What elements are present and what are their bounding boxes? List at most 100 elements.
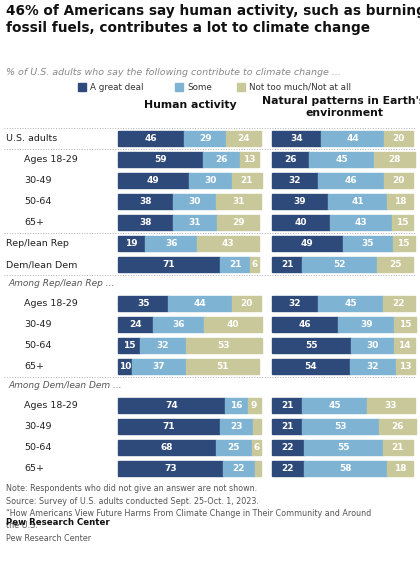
- Bar: [272, 461, 304, 476]
- Text: 22: 22: [281, 443, 294, 452]
- Text: 41: 41: [352, 197, 364, 206]
- Text: 44: 44: [346, 134, 359, 143]
- Bar: [118, 215, 173, 230]
- Bar: [118, 440, 216, 455]
- Bar: [272, 173, 318, 188]
- Text: 65+: 65+: [24, 464, 44, 473]
- Bar: [393, 236, 415, 251]
- Bar: [203, 152, 240, 167]
- Text: 59: 59: [154, 155, 167, 164]
- Bar: [387, 194, 413, 209]
- Text: 16: 16: [230, 401, 242, 410]
- Bar: [378, 419, 416, 434]
- Text: 73: 73: [164, 464, 177, 473]
- Text: 24: 24: [129, 320, 142, 329]
- Text: 22: 22: [233, 464, 245, 473]
- Bar: [272, 194, 328, 209]
- Text: 54: 54: [304, 362, 317, 371]
- Text: 30-49: 30-49: [24, 320, 52, 329]
- Bar: [216, 194, 260, 209]
- Bar: [351, 338, 394, 353]
- Text: 19: 19: [125, 239, 138, 248]
- Text: 23: 23: [231, 422, 243, 431]
- Bar: [272, 338, 351, 353]
- Text: 22: 22: [392, 299, 405, 308]
- Text: 15: 15: [396, 218, 409, 227]
- Text: 44: 44: [194, 299, 207, 308]
- Text: 10: 10: [119, 362, 131, 371]
- Bar: [220, 419, 253, 434]
- Text: Natural patterns in Earth's
environment: Natural patterns in Earth's environment: [262, 96, 420, 118]
- Text: 6: 6: [252, 260, 258, 269]
- Text: 18: 18: [394, 197, 407, 206]
- Bar: [132, 359, 186, 374]
- Bar: [173, 194, 216, 209]
- Bar: [384, 173, 413, 188]
- Text: 71: 71: [163, 260, 176, 269]
- Text: A great deal: A great deal: [90, 83, 144, 92]
- Text: 38: 38: [139, 218, 152, 227]
- Text: 53: 53: [334, 422, 346, 431]
- Text: 25: 25: [389, 260, 402, 269]
- Bar: [189, 173, 232, 188]
- Bar: [186, 338, 262, 353]
- Text: 30: 30: [204, 176, 216, 185]
- Text: 21: 21: [392, 443, 404, 452]
- Bar: [139, 338, 186, 353]
- Bar: [272, 131, 321, 146]
- Bar: [321, 131, 384, 146]
- Bar: [310, 152, 374, 167]
- Bar: [272, 398, 302, 413]
- Text: 31: 31: [189, 218, 201, 227]
- Text: Ages 18-29: Ages 18-29: [24, 401, 78, 410]
- Text: 43: 43: [222, 239, 234, 248]
- Text: 68: 68: [161, 443, 173, 452]
- Bar: [220, 257, 250, 272]
- Text: 15: 15: [397, 239, 410, 248]
- Bar: [272, 257, 302, 272]
- Bar: [302, 419, 378, 434]
- Bar: [318, 173, 384, 188]
- Text: % of U.S. adults who say the following contribute to climate change ...: % of U.S. adults who say the following c…: [6, 68, 341, 77]
- Bar: [272, 296, 318, 311]
- Bar: [232, 296, 260, 311]
- Bar: [338, 317, 394, 332]
- Text: 26: 26: [215, 155, 228, 164]
- Bar: [252, 440, 260, 455]
- Text: 30-49: 30-49: [24, 176, 52, 185]
- Bar: [272, 215, 330, 230]
- Text: 18: 18: [394, 464, 407, 473]
- Text: 14: 14: [398, 341, 411, 350]
- Text: Ages 18-29: Ages 18-29: [24, 299, 78, 308]
- Text: 46: 46: [299, 320, 312, 329]
- Text: 71: 71: [163, 422, 176, 431]
- Text: 21: 21: [281, 260, 294, 269]
- Bar: [367, 398, 415, 413]
- Text: 22: 22: [281, 464, 294, 473]
- Text: 28: 28: [388, 155, 401, 164]
- Text: 9: 9: [251, 401, 257, 410]
- Text: 21: 21: [281, 422, 294, 431]
- Text: 51: 51: [216, 362, 228, 371]
- Bar: [152, 317, 205, 332]
- Bar: [272, 152, 310, 167]
- Text: 25: 25: [228, 443, 240, 452]
- Text: 40: 40: [227, 320, 239, 329]
- Text: 50-64: 50-64: [24, 443, 51, 452]
- Text: 32: 32: [289, 176, 301, 185]
- Bar: [118, 359, 132, 374]
- Bar: [118, 296, 168, 311]
- Text: 39: 39: [360, 320, 373, 329]
- Text: 34: 34: [290, 134, 303, 143]
- Bar: [216, 440, 252, 455]
- Bar: [302, 398, 367, 413]
- Bar: [184, 131, 226, 146]
- Text: 13: 13: [244, 155, 256, 164]
- Bar: [272, 236, 343, 251]
- Bar: [304, 440, 383, 455]
- Bar: [374, 152, 415, 167]
- Bar: [145, 236, 197, 251]
- Text: 33: 33: [385, 401, 397, 410]
- Bar: [387, 461, 413, 476]
- Bar: [272, 317, 338, 332]
